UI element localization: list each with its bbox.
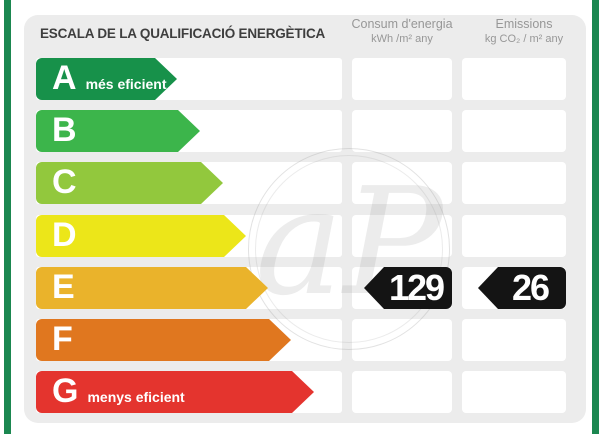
page-title: ESCALA DE LA QUALIFICACIÓ ENERGÈTICA (40, 26, 326, 41)
rating-arrow: F (36, 319, 291, 361)
rating-letter: F (52, 320, 73, 358)
rating-letter: E (52, 268, 75, 306)
rating-scale-band: B (36, 110, 342, 152)
rating-letter: D (52, 216, 77, 254)
rating-row: D (24, 215, 586, 257)
rating-letter: C (52, 163, 77, 201)
emissions-cell (462, 319, 566, 361)
consum-value: 129 (388, 267, 445, 308)
emissions-cell (462, 215, 566, 257)
emissions-value: 26 (511, 267, 550, 308)
rating-scale-band: E (36, 267, 342, 309)
rating-scale-band: G menys eficient (36, 371, 342, 413)
rating-row: E 129 26 (24, 267, 586, 309)
emissions-column-unit: kg CO₂ / m² any (484, 33, 564, 45)
rating-row: B (24, 110, 586, 152)
consum-column-unit: kWh /m² any (371, 33, 433, 45)
emissions-value-badge: 26 (478, 267, 566, 309)
rating-scale-band: A més eficient (36, 58, 342, 100)
consum-cell (352, 215, 452, 257)
rating-arrow: E (36, 267, 268, 309)
emissions-cell (462, 58, 566, 100)
consum-cell (352, 371, 452, 413)
emissions-column-header: Emissions kg CO₂ / m² any (452, 17, 596, 47)
emissions-cell: 26 (462, 267, 566, 309)
rating-arrow: G menys eficient (36, 371, 314, 413)
emissions-cell (462, 371, 566, 413)
right-green-frame-bar (592, 0, 599, 434)
consum-column-name: Consum d'energia (351, 17, 453, 31)
rating-letter: B (52, 111, 77, 149)
rating-scale-band: D (36, 215, 342, 257)
consum-value-badge: 129 (364, 267, 452, 309)
consum-column-header: Consum d'energia kWh /m² any (330, 17, 474, 47)
emissions-cell (462, 162, 566, 204)
consum-cell (352, 110, 452, 152)
consum-cell (352, 162, 452, 204)
emissions-cell (462, 110, 566, 152)
consum-cell (352, 319, 452, 361)
rating-note: menys eficient (87, 389, 185, 405)
rating-arrow: A més eficient (36, 58, 177, 100)
rating-scale-band: F (36, 319, 342, 361)
rating-arrow: D (36, 215, 246, 257)
rating-letter: G (52, 372, 79, 410)
consum-cell (352, 58, 452, 100)
rating-note: més eficient (85, 76, 167, 92)
energy-scale-panel: ESCALA DE LA QUALIFICACIÓ ENERGÈTICA Con… (24, 15, 586, 423)
rating-row: F (24, 319, 586, 361)
rating-row: A més eficient (24, 58, 586, 100)
left-green-frame-bar (4, 0, 11, 434)
consum-cell: 129 (352, 267, 452, 309)
rating-letter: A (52, 59, 77, 97)
emissions-column-name: Emissions (495, 17, 553, 31)
rating-row: C (24, 162, 586, 204)
rating-row: G menys eficient (24, 371, 586, 413)
rating-scale-band: C (36, 162, 342, 204)
rating-arrow: C (36, 162, 223, 204)
rating-arrow: B (36, 110, 200, 152)
